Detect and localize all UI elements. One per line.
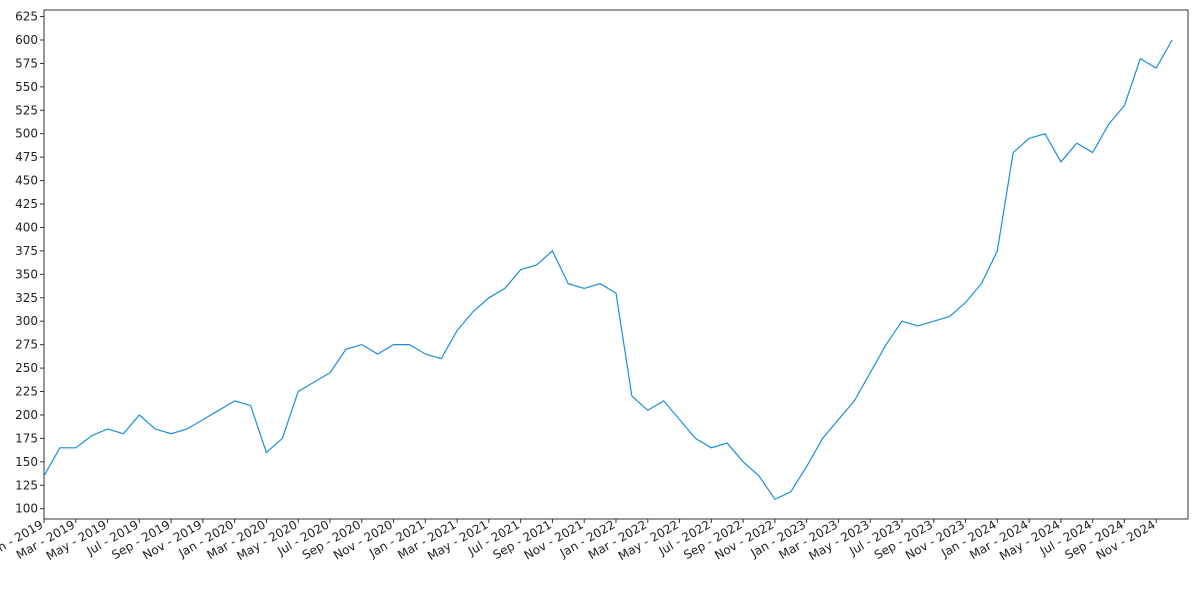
y-tick-label: 200 [15, 408, 38, 422]
y-tick-label: 250 [15, 361, 38, 375]
y-tick-label: 625 [15, 10, 38, 24]
y-tick-label: 225 [15, 385, 38, 399]
y-tick-label: 450 [15, 174, 38, 188]
y-tick-label: 600 [15, 33, 38, 47]
y-tick-label: 100 [15, 502, 38, 516]
y-tick-label: 425 [15, 197, 38, 211]
y-tick-label: 475 [15, 150, 38, 164]
y-tick-label: 500 [15, 127, 38, 141]
y-tick-label: 325 [15, 291, 38, 305]
price-line [43, 39, 1173, 501]
y-tick-label: 125 [15, 478, 38, 492]
y-tick-label: 300 [15, 314, 38, 328]
y-tick-label: 175 [15, 431, 38, 445]
y-tick-label: 150 [15, 455, 38, 469]
y-tick-label: 525 [15, 103, 38, 117]
y-tick-label: 275 [15, 338, 38, 352]
y-tick-label: 350 [15, 267, 38, 281]
y-tick-label: 550 [15, 80, 38, 94]
y-tick-label: 400 [15, 220, 38, 234]
y-tick-label: 575 [15, 56, 38, 70]
y-tick-label: 375 [15, 244, 38, 258]
plot-frame [43, 9, 1189, 520]
